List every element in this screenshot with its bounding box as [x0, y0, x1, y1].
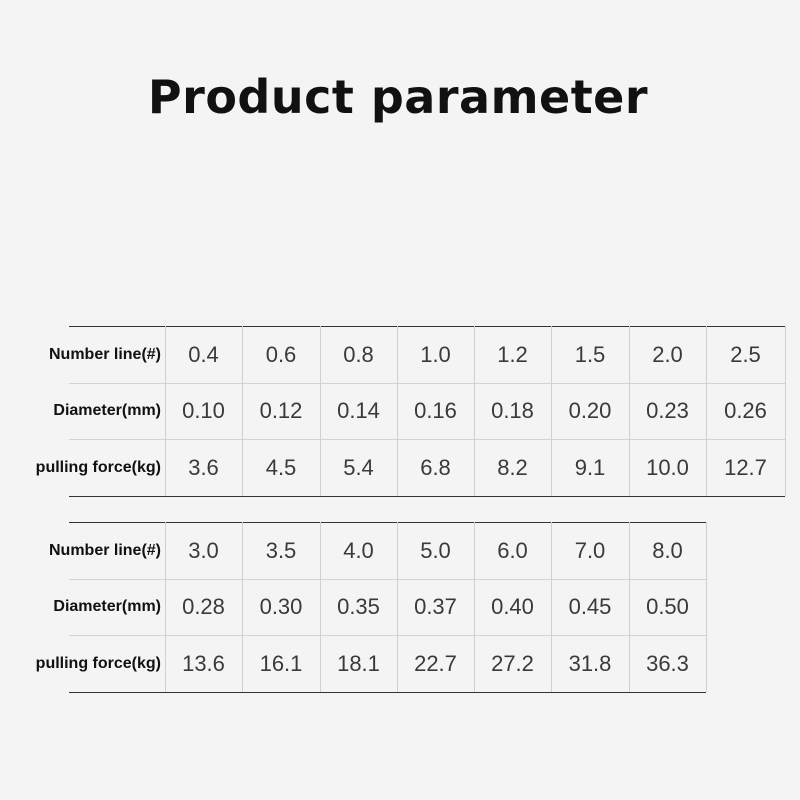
column-divider: [165, 326, 166, 496]
table-cell: 0.4: [188, 341, 219, 367]
table-divider: [69, 522, 706, 523]
table-cell: 9.1: [574, 454, 606, 480]
row-label: Number line(#): [48, 345, 161, 363]
column-divider: [551, 326, 552, 496]
table-cell: 0.35: [337, 594, 380, 619]
column-divider: [706, 326, 707, 496]
table-divider: [69, 692, 706, 693]
table-cell: 27.2: [491, 650, 534, 676]
table-cell: 4.5: [265, 454, 297, 480]
column-divider: [474, 522, 475, 692]
column-divider: [706, 522, 707, 692]
table-cell: 2.5: [730, 341, 761, 367]
column-divider: [242, 326, 243, 496]
table-cell: 7.0: [574, 537, 606, 563]
table-cell: 1.5: [574, 341, 606, 367]
row-label: Number line(#): [48, 541, 161, 559]
table-cell: 5.4: [343, 454, 374, 480]
table-cell: 0.23: [646, 398, 689, 423]
table-cell: 1.0: [420, 341, 451, 367]
table-cell: 16.1: [259, 650, 303, 676]
row-label: pulling force(kg): [35, 654, 161, 672]
column-divider: [165, 522, 166, 692]
column-divider: [551, 522, 552, 692]
column-divider: [629, 522, 630, 692]
table-cell: 0.50: [646, 594, 689, 619]
table-cell: 0.6: [265, 341, 297, 367]
table-cell: 1.2: [497, 341, 528, 367]
row-label: Diameter(mm): [53, 402, 161, 419]
table-cell: 0.26: [724, 398, 767, 423]
table-cell: 6.8: [420, 454, 451, 480]
column-divider: [474, 326, 475, 496]
table-cell: 0.12: [259, 398, 303, 423]
table-divider: [69, 579, 706, 580]
table-cell: 0.45: [568, 594, 612, 619]
table-cell: 0.8: [343, 341, 374, 367]
table-cell: 0.37: [414, 594, 457, 619]
table-cell: 0.14: [337, 398, 380, 423]
table-cell: 0.18: [491, 398, 534, 423]
table-cell: 3.0: [188, 537, 219, 563]
table-cell: 2.0: [652, 341, 683, 367]
column-divider: [397, 326, 398, 496]
table-cell: 0.10: [182, 398, 225, 423]
table-cell: 3.5: [265, 537, 297, 563]
table-divider: [69, 635, 706, 636]
row-label: Diameter(mm): [53, 598, 161, 615]
table-cell: 6.0: [497, 537, 528, 563]
page-title: Product parameter: [147, 70, 649, 124]
table-cell: 5.0: [420, 537, 451, 563]
table-cell: 10.0: [646, 454, 689, 480]
table-cell: 22.7: [414, 650, 457, 676]
table-cell: 8.2: [497, 454, 528, 480]
column-divider: [320, 522, 321, 692]
table-cell: 4.0: [343, 537, 374, 563]
column-divider: [785, 326, 786, 496]
table-cell: 18.1: [337, 650, 380, 676]
table-cell: 0.20: [568, 398, 612, 423]
table-cell: 31.8: [568, 650, 612, 676]
table-cell: 3.6: [188, 454, 219, 480]
column-divider: [397, 522, 398, 692]
table-divider: [69, 439, 785, 440]
table-cell: 12.7: [724, 454, 767, 480]
column-divider: [242, 522, 243, 692]
table-cell: 13.6: [182, 650, 225, 676]
table-divider: [69, 326, 785, 327]
table-cell: 36.3: [646, 650, 689, 676]
table-divider: [69, 496, 785, 497]
table-cell: 0.16: [414, 398, 457, 423]
table-divider: [69, 383, 785, 384]
column-divider: [629, 326, 630, 496]
row-label: pulling force(kg): [35, 458, 161, 476]
table-cell: 0.30: [259, 594, 303, 619]
column-divider: [320, 326, 321, 496]
table-cell: 0.28: [182, 594, 225, 619]
table-cell: 0.40: [491, 594, 534, 619]
table-cell: 8.0: [652, 537, 683, 563]
